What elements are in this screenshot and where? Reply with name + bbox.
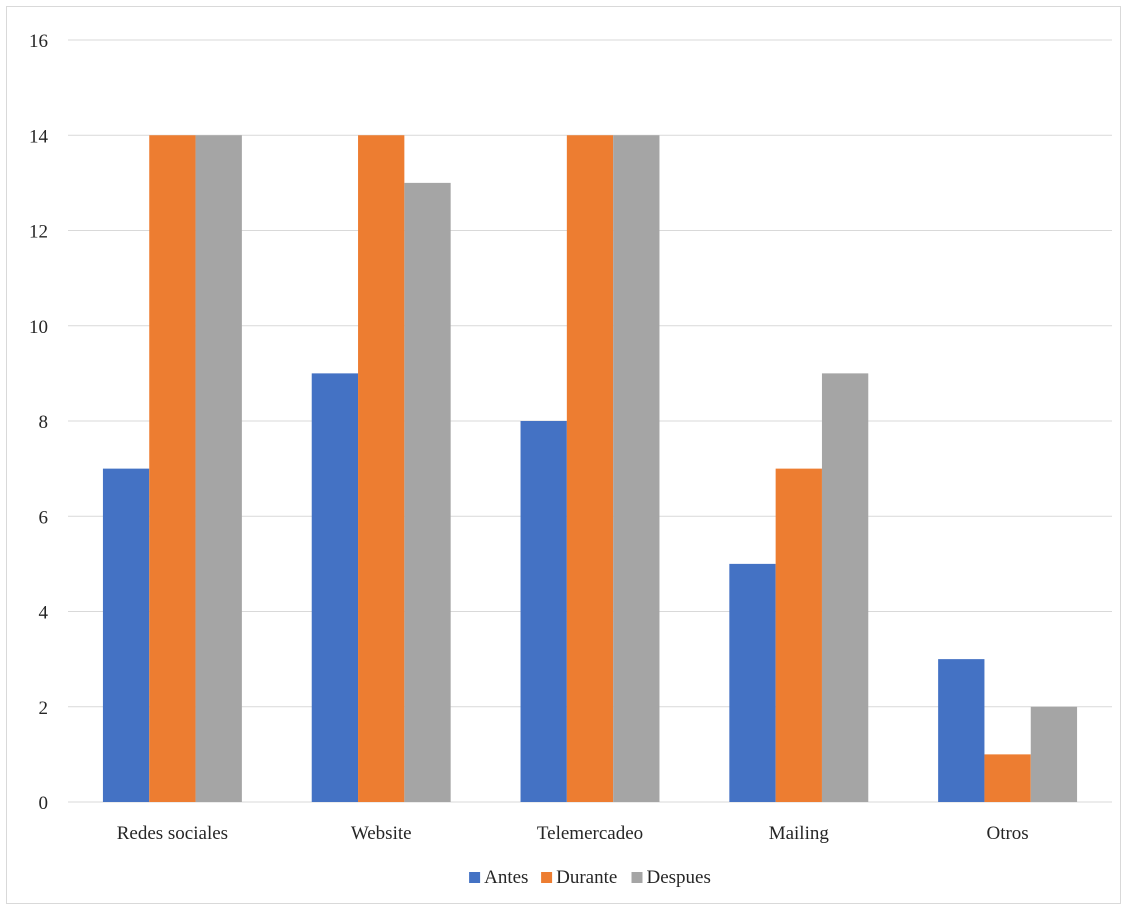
x-tick-label-4: Otros [986,823,1028,844]
y-tick-label-8: 8 [39,412,49,433]
bar-antes-0 [102,468,150,802]
legend: Antes Durante Despues [469,867,711,888]
y-tick-label-10: 10 [29,317,48,338]
x-tick-label-0: Redes sociales [117,823,228,844]
x-tick-label-1: Website [351,823,412,844]
bar-antes-3 [729,563,776,802]
y-tick-label-12: 12 [29,222,48,243]
x-tick-label-2: Telemercadeo [537,823,643,844]
bars [102,135,1078,802]
bar-despues-4 [1030,706,1078,802]
bar-despues-0 [195,135,242,802]
bar-durante-0 [149,135,196,802]
legend-label-durante: Durante [556,867,617,888]
bar-antes-4 [938,659,985,802]
bar-durante-3 [775,468,822,802]
y-tick-label-4: 4 [39,603,49,624]
bar-despues-2 [613,135,660,802]
y-tick-label-0: 0 [39,793,49,814]
bar-antes-1 [311,373,359,802]
y-tick-label-14: 14 [29,126,49,147]
legend-swatch-antes [469,872,481,883]
legend-swatch-durante [541,872,553,883]
y-tick-label-6: 6 [39,507,49,528]
y-tick-label-16: 16 [29,31,48,52]
bar-despues-3 [821,373,869,802]
x-axis-tick-labels: Redes sociales Website Telemercadeo Mailing… [117,823,1029,844]
bar-durante-4 [984,754,1031,802]
legend-swatch-despues [631,872,643,883]
bar-durante-1 [358,135,405,802]
bar-despues-1 [404,182,451,802]
legend-label-despues: Despues [647,867,711,888]
y-tick-label-2: 2 [39,698,49,719]
bar-antes-2 [520,421,567,802]
y-axis-tick-labels: 0 2 4 6 8 10 12 14 16 [29,31,49,814]
bar-durante-2 [566,135,614,802]
x-tick-label-3: Mailing [769,823,830,844]
legend-label-antes: Antes [484,867,528,888]
